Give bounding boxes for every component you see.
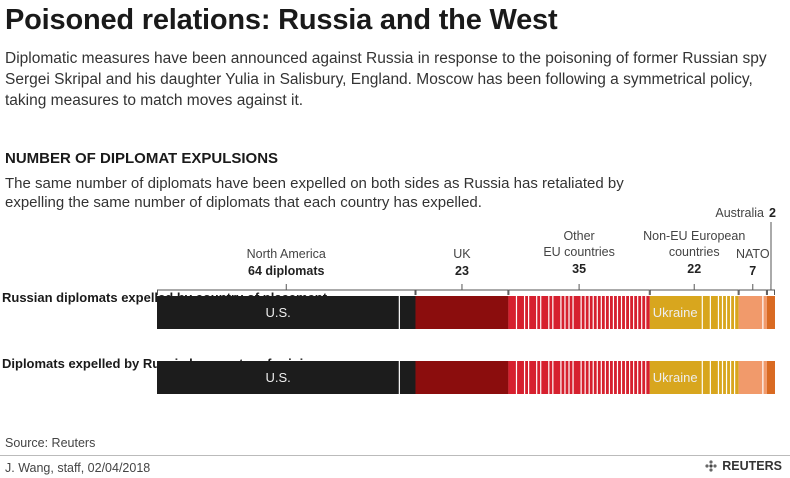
bar-segment-australia-row2 [766,361,775,394]
category-value-non-eu-european-countries: 22 [687,262,701,276]
category-name-non-eu-european-countries-line1: Non-EU European [643,229,745,243]
bar-segment-nato-row2 [738,361,767,394]
bar-segment-uk-row2 [415,361,509,394]
bracket-non-eu-european-countries [649,289,739,295]
category-name-north-america: North America [247,247,326,261]
segment-label-us-row2: U.S. [266,370,291,385]
bar-segment-north-america-row2 [157,361,416,394]
category-name-other-eu-countries-line1: Other [563,229,594,243]
category-value-australia: 2 [769,206,776,220]
bracket-australia [766,289,775,295]
bar-segment-other-eu-countries-row1 [508,296,650,329]
chart-title: Poisoned relations: Russia and the West [5,4,558,36]
bar-segment-uk-row1 [415,296,509,329]
segment-label-ukraine-row1: Ukraine [653,305,698,320]
reuters-dots-icon [705,460,717,472]
intro-text: Diplomatic measures have been announced … [5,50,767,109]
category-value-other-eu-countries: 35 [572,262,586,276]
bracket-north-america [157,289,416,295]
category-name-nato: NATO [736,247,770,261]
brand-name: REUTERS [722,459,782,473]
bracket-uk [415,289,509,295]
bracket-other-eu-countries [508,289,650,295]
bar-segment-non-eu-european-countries-row2 [649,361,739,394]
segment-label-ukraine-row2: Ukraine [653,370,698,385]
segment-label-us-row1: U.S. [266,305,291,320]
bar-segment-australia-row1 [766,296,775,329]
section-description: The same number of diplomats have been e… [5,175,624,211]
category-value-north-america: 64 diplomats [248,264,324,278]
bar-segment-nato-row1 [738,296,767,329]
footer-divider [0,455,790,456]
bar-segment-north-america-row1 [157,296,416,329]
category-name-non-eu-european-countries-line2: countries [669,245,720,259]
category-name-other-eu-countries-line2: EU countries [543,245,615,259]
section-heading: NUMBER OF DIPLOMAT EXPULSIONS [5,150,279,167]
byline: J. Wang, staff, 02/04/2018 [5,461,151,475]
category-name-australia: Australia [715,206,764,220]
category-value-nato: 7 [749,264,756,278]
category-name-uk: UK [453,247,471,261]
source-note: Source: Reuters [5,436,96,450]
reuters-logo: REUTERS [704,459,782,473]
expulsions-chart: U.S. Ukraine U.S. Ukraine North America 64 di… [157,206,776,394]
bracket-nato [738,289,767,295]
bar-segment-other-eu-countries-row2 [508,361,650,394]
bar-segment-non-eu-european-countries-row1 [649,296,739,329]
category-value-uk: 23 [455,264,469,278]
